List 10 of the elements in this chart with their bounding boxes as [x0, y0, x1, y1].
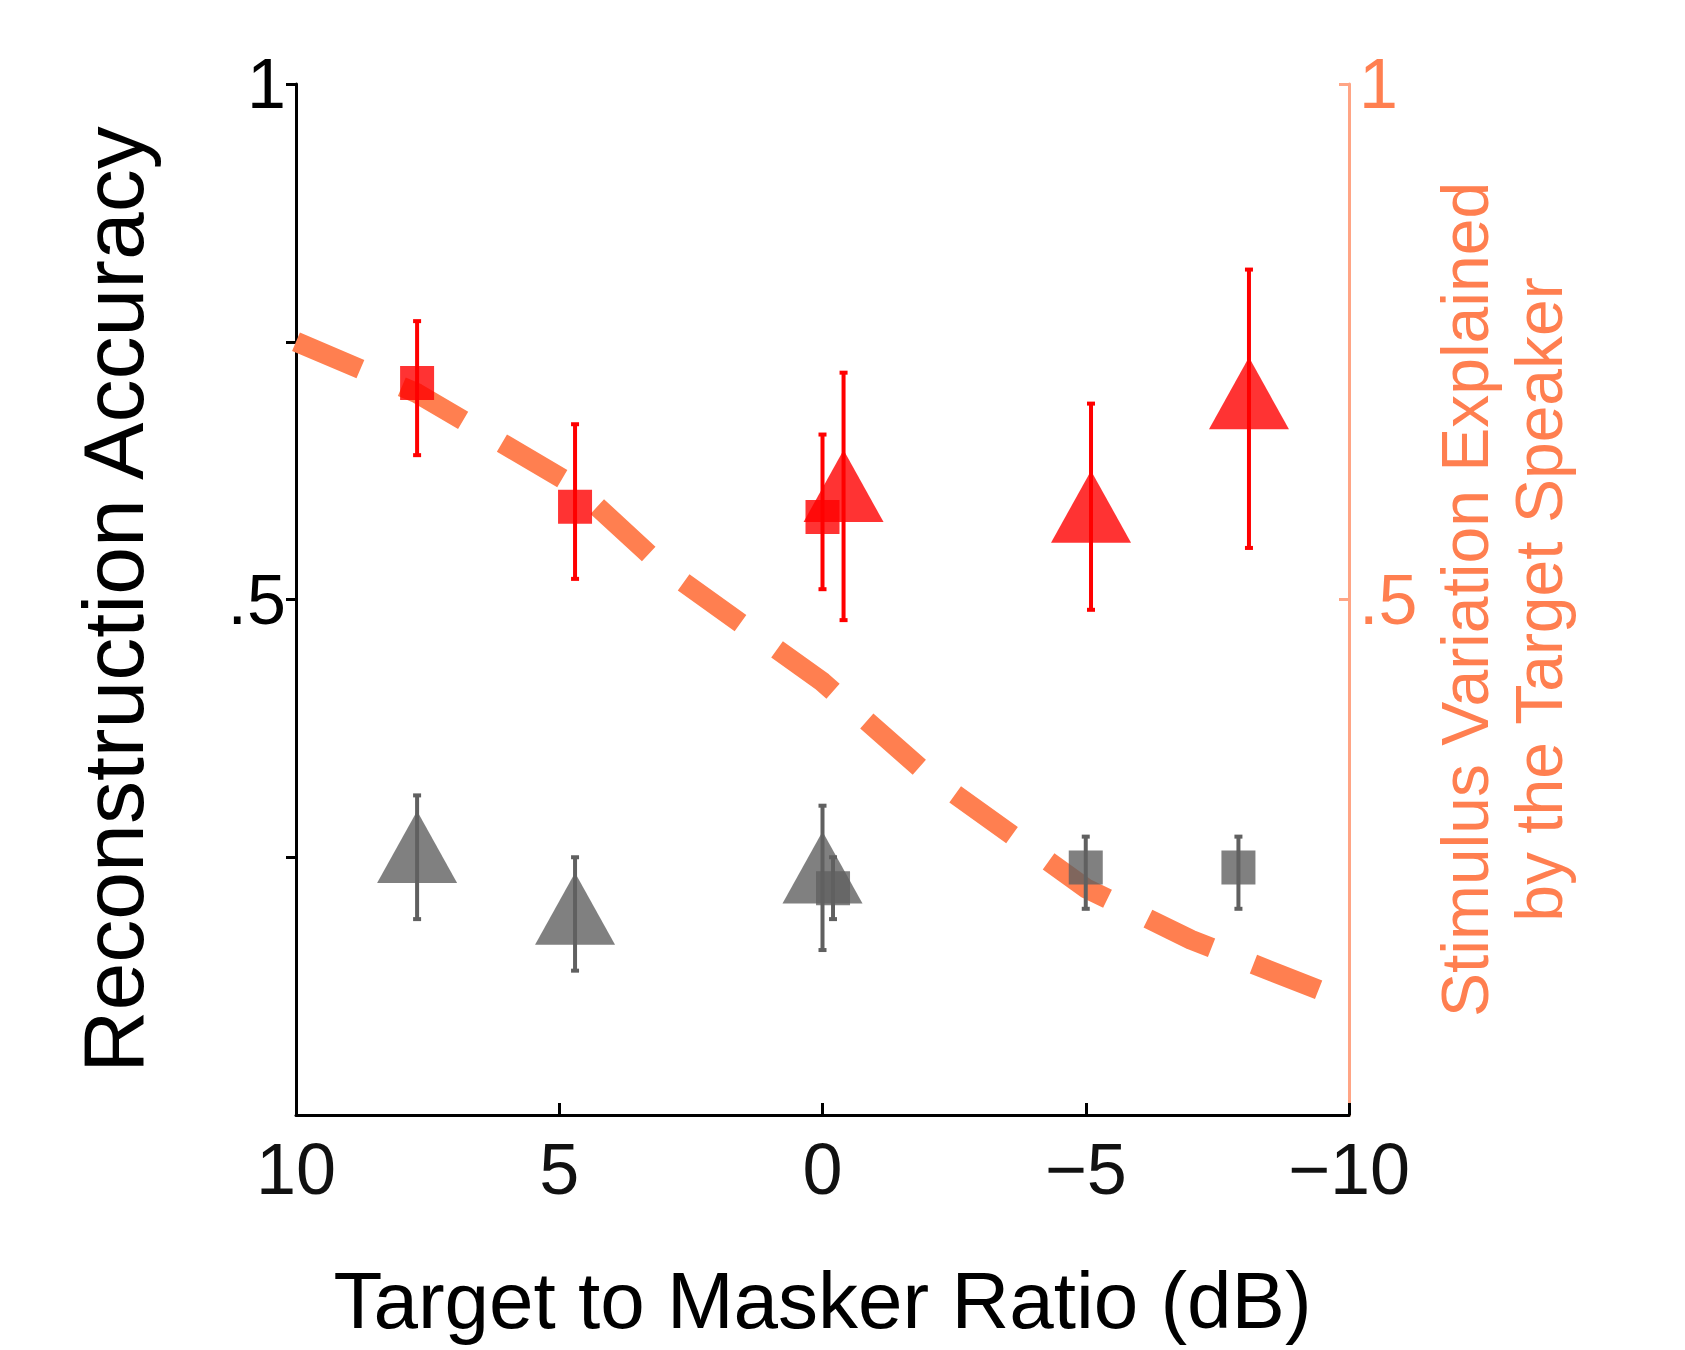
x-axis-title: Target to Masker Ratio (dB) [333, 1255, 1312, 1345]
y2-tick-label: 1 [1359, 45, 1398, 123]
x-tick-label: 5 [539, 1129, 580, 1209]
x-tick-label: 10 [255, 1129, 337, 1209]
y2-tick-label: .5 [1359, 560, 1418, 639]
x-tick-label: −10 [1287, 1129, 1411, 1209]
x-tick-label: −5 [1044, 1129, 1127, 1209]
x-tick-label: 0 [802, 1129, 843, 1209]
y-axis-title: Reconstruction Accuracy [65, 126, 161, 1073]
y2-axis-title: Stimulus Variation Explained by the Target Speaker [1428, 181, 1577, 1018]
